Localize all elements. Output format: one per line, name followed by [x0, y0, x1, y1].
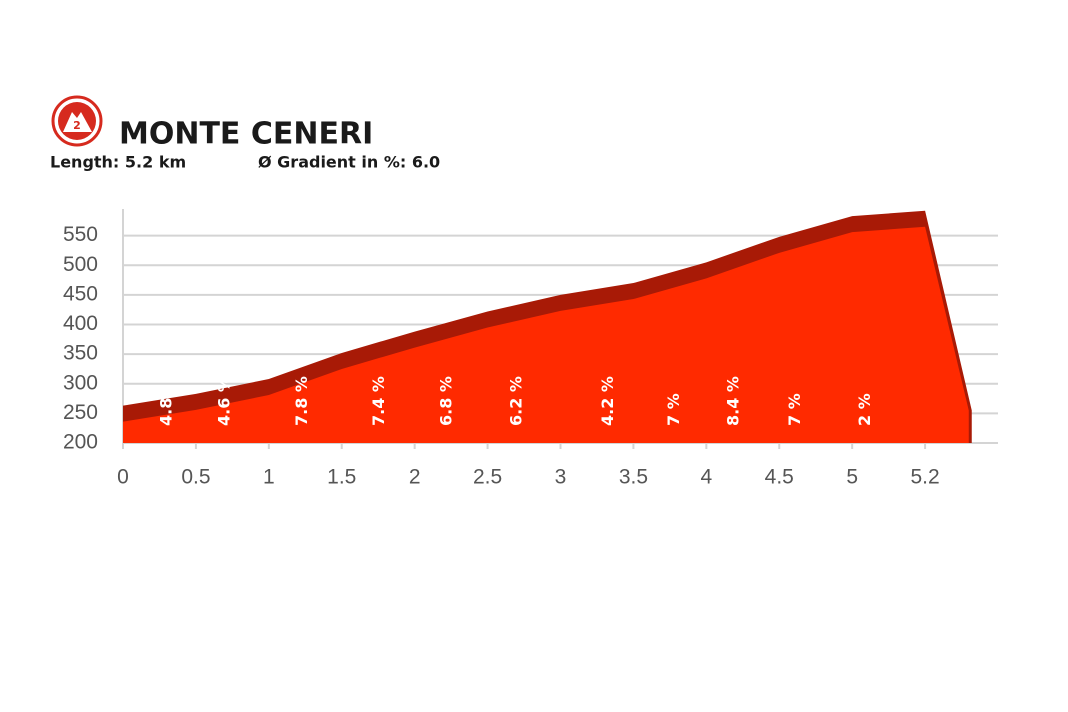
- x-tick-label: 0.5: [181, 466, 210, 489]
- gradient-label: 4.6 %: [215, 376, 234, 426]
- y-tick-label: 450: [63, 282, 98, 305]
- gradient-label: 7.8 %: [292, 376, 311, 426]
- subtitle: Length: 5.2 km: [50, 153, 186, 172]
- gradient-label: 4.2 %: [598, 376, 617, 426]
- x-tick-label: 4: [700, 466, 712, 489]
- x-tick-label: 3.5: [619, 466, 648, 489]
- y-tick-label: 300: [63, 371, 98, 394]
- profile-area: [123, 226, 969, 443]
- x-tick-label: 3: [555, 466, 567, 489]
- x-tick-label: 2: [409, 466, 421, 489]
- y-tick-label: 500: [63, 253, 98, 276]
- gradient-label: 6.2 %: [506, 376, 525, 426]
- svg-text:2: 2: [73, 119, 81, 132]
- climb-icon: 2: [51, 95, 103, 147]
- gradient-label: 8.4 %: [724, 376, 743, 426]
- y-tick-label: 250: [63, 401, 98, 424]
- chart-title: MONTE CENERI: [119, 117, 373, 152]
- gradient-label: 7.4 %: [369, 376, 388, 426]
- gradient-label: 2 %: [855, 393, 874, 426]
- y-tick-label: 200: [63, 431, 98, 454]
- gradient-label: 6.8 %: [436, 376, 455, 426]
- subtitle: Ø Gradient in %: 6.0: [258, 153, 440, 172]
- x-tick-label: 1.5: [327, 466, 356, 489]
- x-tick-label: 0: [117, 466, 129, 489]
- gradient-label: 4.8: [156, 398, 175, 426]
- y-tick-label: 550: [63, 223, 98, 246]
- x-tick-label: 1: [263, 466, 275, 489]
- x-tick-label: 4.5: [765, 466, 794, 489]
- x-tick-label: 5.2: [910, 466, 939, 489]
- gradient-label: 7 %: [664, 393, 683, 426]
- y-tick-label: 350: [63, 342, 98, 365]
- y-tick-label: 400: [63, 312, 98, 335]
- x-tick-label: 5: [846, 466, 858, 489]
- x-tick-label: 2.5: [473, 466, 502, 489]
- gradient-label: 7 %: [785, 393, 804, 426]
